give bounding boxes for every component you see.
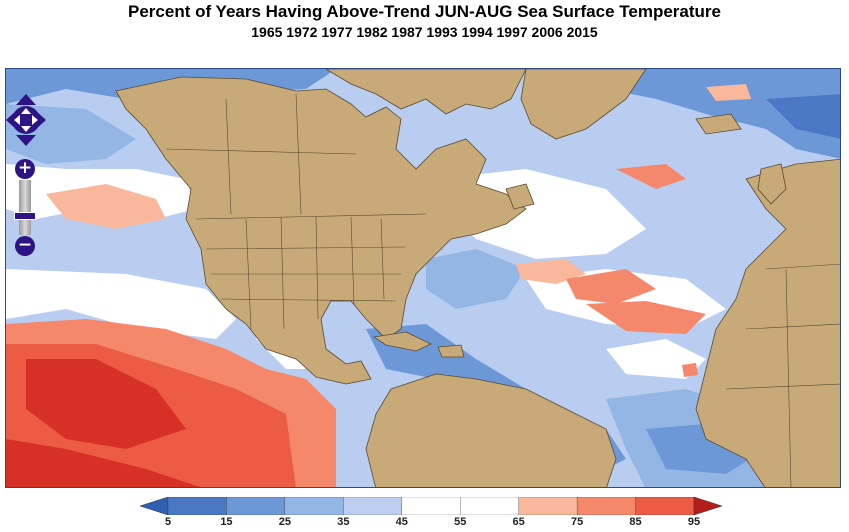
colorbar-tick-label: 75 xyxy=(570,516,584,528)
iceland-land xyxy=(695,113,742,135)
colorbar-segment xyxy=(343,497,402,515)
colorbar-tick-label: 95 xyxy=(687,516,701,528)
greenland-land xyxy=(520,69,647,140)
color-legend-ticks: 5 15 25 35 45 55 65 75 85 95 xyxy=(0,516,849,530)
colorbar-segment xyxy=(401,497,461,515)
zoom-slider-track[interactable] xyxy=(19,180,31,235)
hispaniola-land xyxy=(437,344,465,358)
uk-land xyxy=(757,163,787,205)
zoom-in-button[interactable]: + xyxy=(15,159,35,179)
colorbar-tick-label: 45 xyxy=(395,516,408,528)
colorbar-segment xyxy=(284,497,344,515)
map-title: Percent of Years Having Above-Trend JUN-… xyxy=(128,2,721,21)
map-viewport[interactable] xyxy=(5,68,841,488)
political-borders xyxy=(165,93,840,487)
colorbar-tick-label: 85 xyxy=(629,516,642,528)
colorbar-segment xyxy=(226,497,286,515)
zoom-slider-handle[interactable] xyxy=(14,212,36,220)
colorbar-segment xyxy=(635,497,695,515)
colorbar-segment xyxy=(576,497,636,515)
canadian-arctic-land xyxy=(325,69,527,115)
colorbar-segment xyxy=(167,497,227,515)
colorbar-tick-label: 15 xyxy=(220,516,233,528)
colorbar-segment xyxy=(460,497,519,515)
color-legend-bar xyxy=(140,497,722,515)
colorbar-tick-label: 35 xyxy=(337,516,350,528)
north-america-land xyxy=(115,76,527,385)
sst-map xyxy=(6,69,840,487)
colorbar-under-arrow xyxy=(140,497,169,515)
land-masses xyxy=(115,69,840,487)
colorbar-over-arrow xyxy=(693,497,722,515)
colorbar-tick-label: 5 xyxy=(164,516,172,528)
south-america-land xyxy=(365,373,617,487)
colorbar-tick-label: 25 xyxy=(278,516,291,528)
pan-arrows-icon[interactable] xyxy=(6,94,46,146)
zoom-out-button[interactable]: − xyxy=(15,236,35,256)
europe-africa-land xyxy=(695,158,840,487)
newfoundland-land xyxy=(505,183,535,210)
cuba-land xyxy=(372,331,432,352)
colorbar-tick-label: 55 xyxy=(454,516,467,528)
colorbar-tick-label: 65 xyxy=(512,516,525,528)
colorbar-segment xyxy=(518,497,578,515)
map-navigation-control: + − xyxy=(6,94,46,256)
years-subtitle: 1965 1972 1977 1982 1987 1993 1994 1997 … xyxy=(251,24,598,40)
warm-anomaly-regions xyxy=(6,74,751,487)
